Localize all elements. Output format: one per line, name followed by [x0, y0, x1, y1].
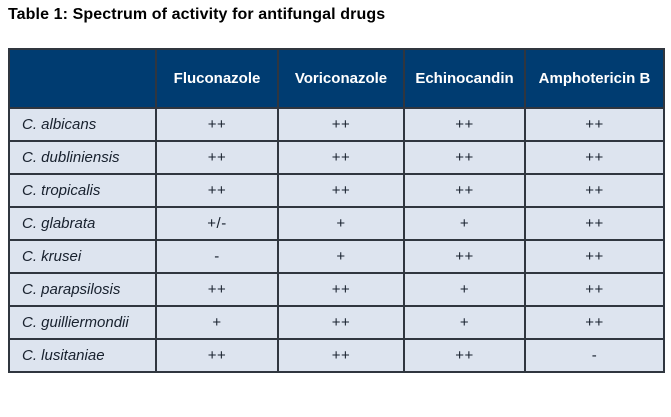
activity-cell: ++: [277, 272, 405, 307]
activity-cell: ++: [277, 140, 405, 175]
activity-cell: ++: [155, 107, 279, 142]
activity-cell: ++: [155, 272, 279, 307]
activity-cell: ++: [277, 107, 405, 142]
activity-cell: ++: [403, 173, 526, 208]
activity-cell: -: [155, 239, 279, 274]
table-caption: Table 1: Spectrum of activity for antifu…: [8, 6, 386, 23]
activity-cell: +: [277, 206, 405, 241]
table-row: C. parapsilosis ++ ++ + ++: [8, 272, 665, 307]
activity-cell: ++: [524, 239, 665, 274]
table-row: C. guilliermondii + ++ + ++: [8, 305, 665, 340]
species-cell: C. albicans: [8, 107, 157, 142]
activity-cell: +: [403, 272, 526, 307]
table-row: C. dubliniensis ++ ++ ++ ++: [8, 140, 665, 175]
table-row: C. tropicalis ++ ++ ++ ++: [8, 173, 665, 208]
activity-cell: ++: [524, 140, 665, 175]
header-species-blank: [8, 48, 157, 109]
table-row: C. krusei - + ++ ++: [8, 239, 665, 274]
activity-cell: +/-: [155, 206, 279, 241]
activity-cell: ++: [524, 305, 665, 340]
header-fluconazole: Fluconazole: [155, 48, 279, 109]
table-row: C. albicans ++ ++ ++ ++: [8, 107, 665, 142]
activity-cell: ++: [277, 305, 405, 340]
activity-cell: +: [155, 305, 279, 340]
species-cell: C. lusitaniae: [8, 338, 157, 373]
activity-cell: +: [403, 206, 526, 241]
header-row: Fluconazole Voriconazole Echinocandin Am…: [8, 48, 665, 109]
species-cell: C. guilliermondii: [8, 305, 157, 340]
activity-cell: ++: [403, 140, 526, 175]
activity-cell: ++: [155, 338, 279, 373]
species-cell: C. glabrata: [8, 206, 157, 241]
activity-cell: ++: [524, 272, 665, 307]
activity-cell: ++: [403, 239, 526, 274]
table-body: C. albicans ++ ++ ++ ++ C. dubliniensis ++ ++ ++…: [8, 107, 665, 373]
table-row: C. glabrata +/- + + ++: [8, 206, 665, 241]
antifungal-activity-table: Fluconazole Voriconazole Echinocandin Am…: [8, 48, 665, 373]
species-cell: C. parapsilosis: [8, 272, 157, 307]
activity-cell: ++: [524, 107, 665, 142]
activity-cell: ++: [155, 140, 279, 175]
header-echinocandin: Echinocandin: [403, 48, 526, 109]
header-amphotericin-b: Amphotericin B: [524, 48, 665, 109]
activity-cell: +: [403, 305, 526, 340]
activity-cell: ++: [155, 173, 279, 208]
activity-cell: -: [524, 338, 665, 373]
activity-cell: ++: [403, 107, 526, 142]
activity-cell: ++: [277, 173, 405, 208]
species-cell: C. dubliniensis: [8, 140, 157, 175]
activity-cell: ++: [524, 206, 665, 241]
activity-cell: ++: [524, 173, 665, 208]
species-cell: C. krusei: [8, 239, 157, 274]
table-row: C. lusitaniae ++ ++ ++ -: [8, 338, 665, 373]
activity-cell: +: [277, 239, 405, 274]
activity-cell: ++: [403, 338, 526, 373]
species-cell: C. tropicalis: [8, 173, 157, 208]
activity-cell: ++: [277, 338, 405, 373]
header-voriconazole: Voriconazole: [277, 48, 405, 109]
